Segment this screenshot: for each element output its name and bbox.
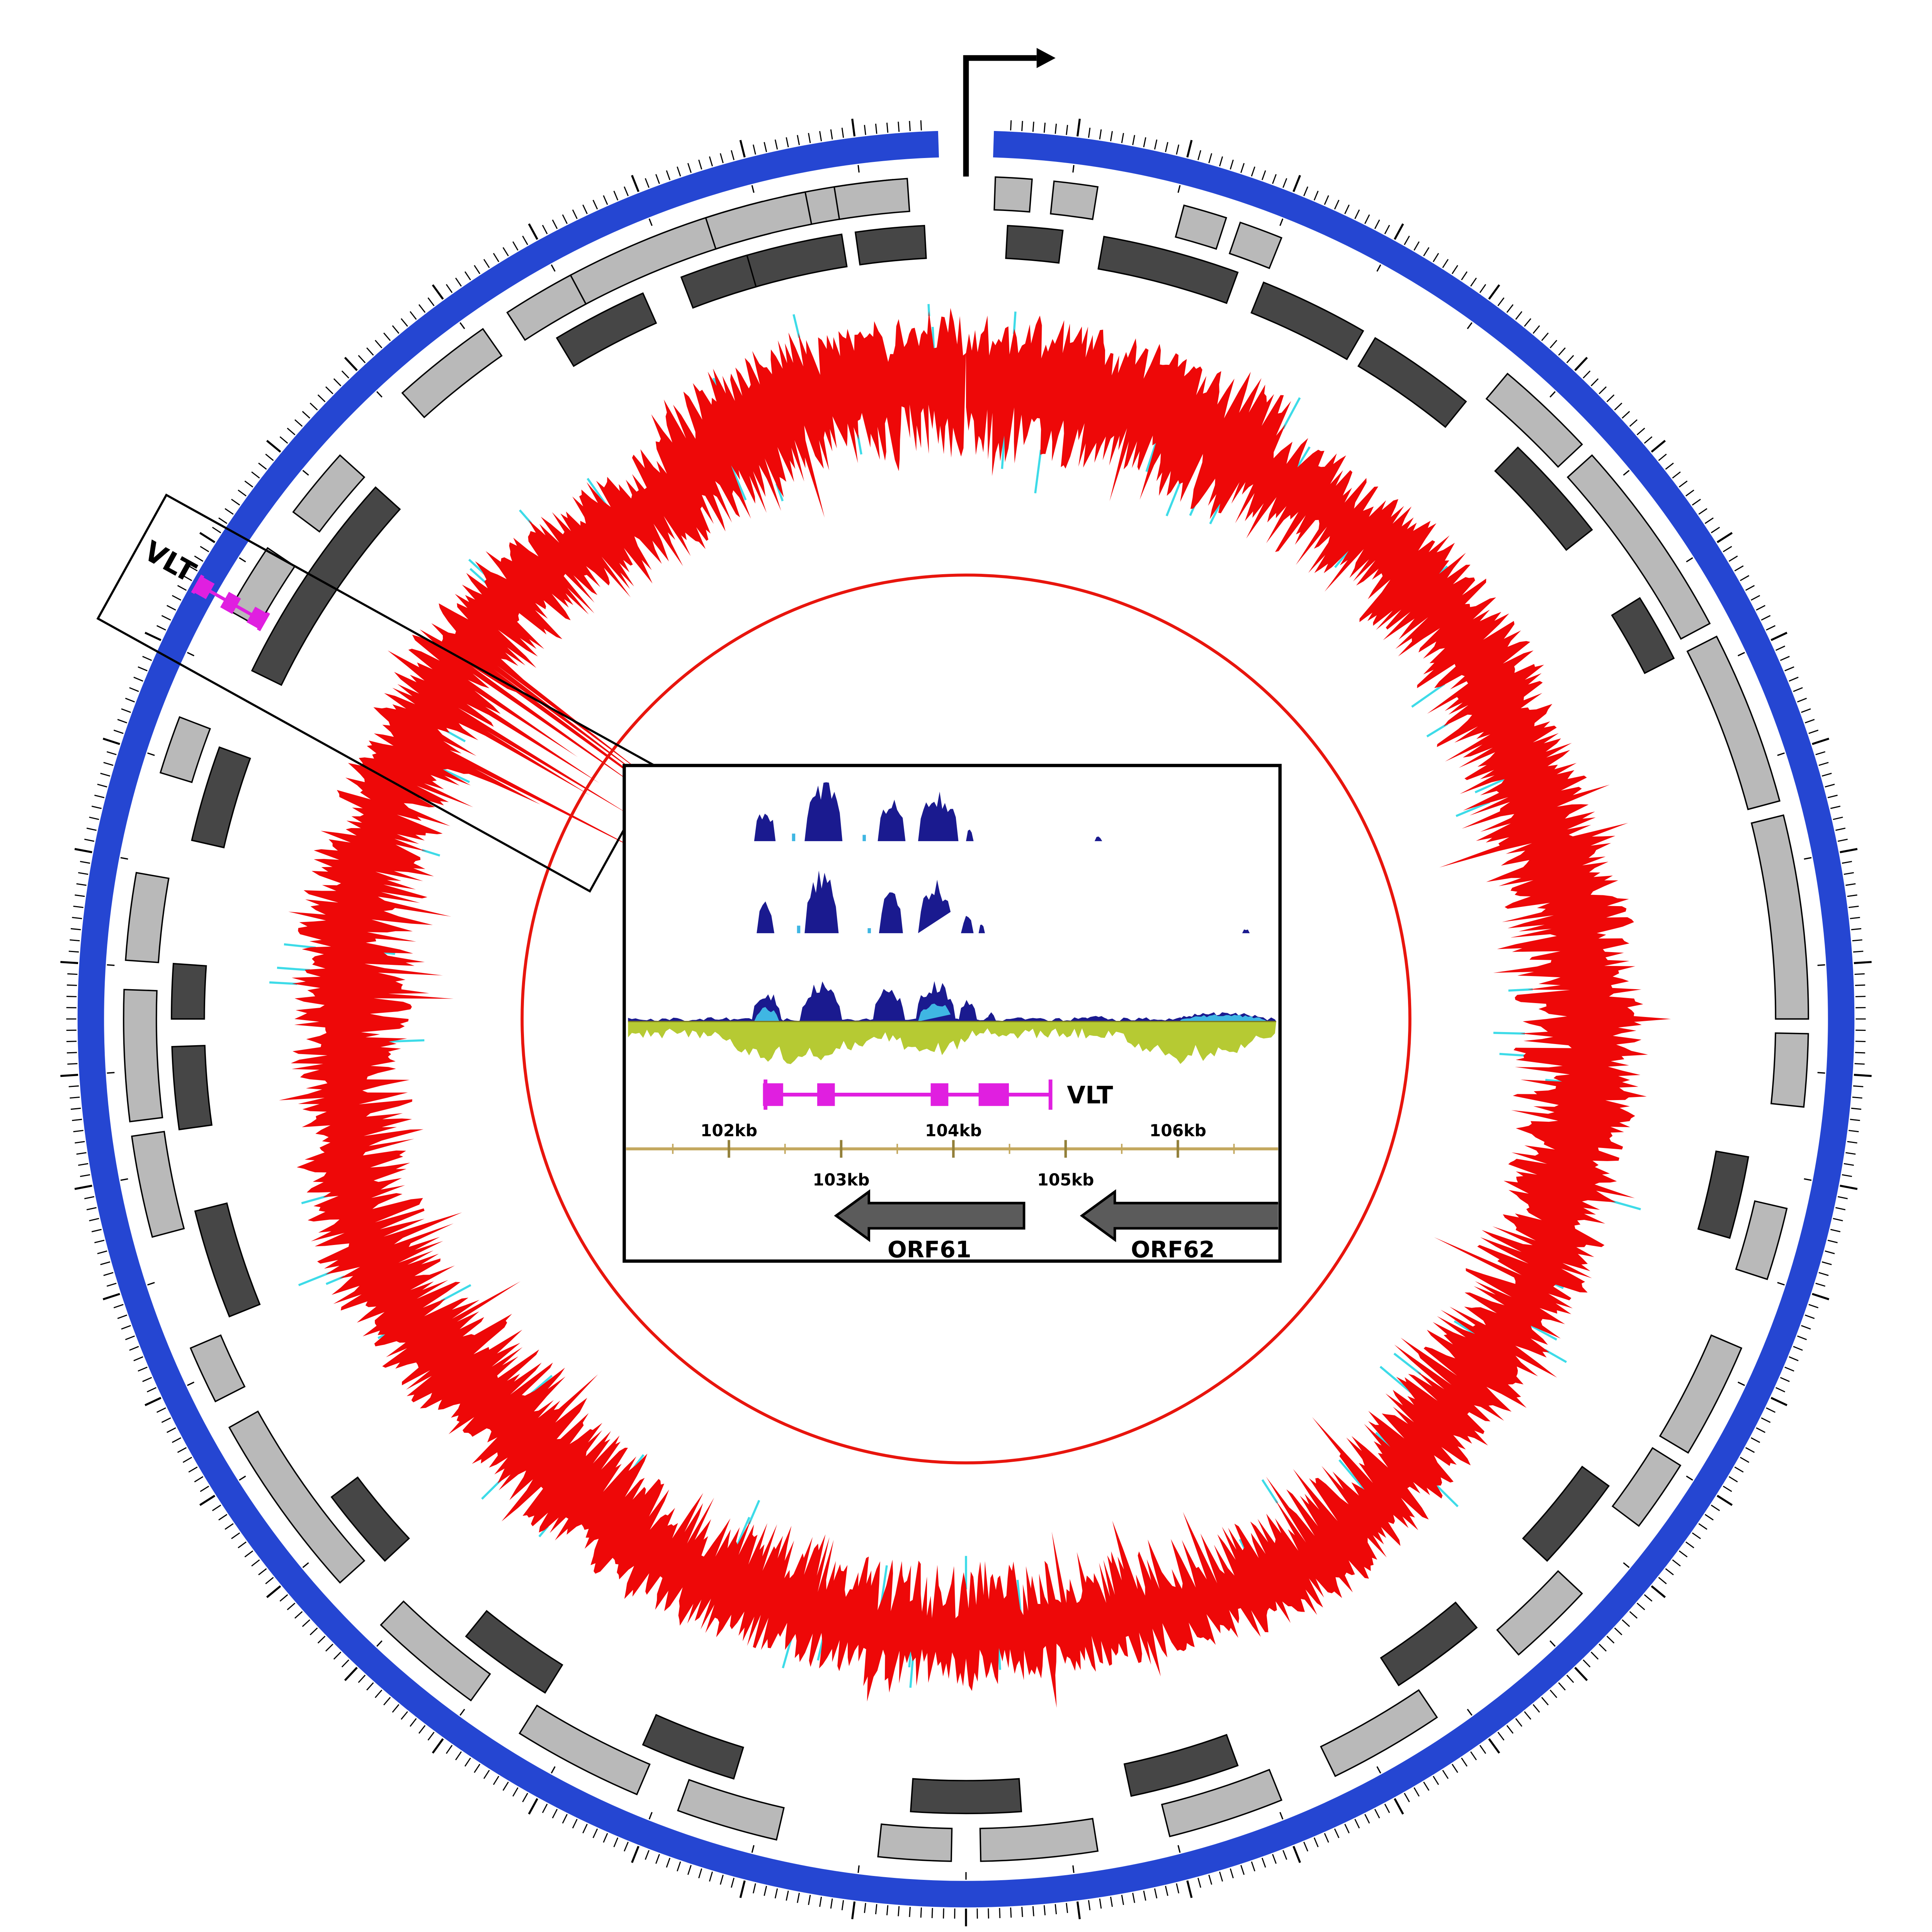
inset-coverage-track [757, 870, 1250, 934]
ruler-label-102kb: 102kb [701, 1122, 757, 1141]
gene-box-dark [1123, 1734, 1239, 1797]
gene-box-dark [1005, 224, 1064, 264]
gene-box-light [1050, 180, 1099, 220]
gene-box-dark [191, 746, 251, 849]
gene-box-light [1320, 1689, 1438, 1777]
gene-box-light [380, 1600, 491, 1702]
gene-box-dark [251, 486, 401, 686]
inset-content [626, 782, 1278, 1242]
gene-box-light [228, 1410, 366, 1584]
gene-box-light [1485, 372, 1583, 468]
vlt-ring-transcript [191, 574, 270, 631]
gene-box-light [519, 1704, 651, 1796]
gene-box-light [1496, 1570, 1583, 1656]
gene-box-dark [171, 963, 207, 1020]
gene-box-dark [1494, 446, 1593, 551]
ruler-label-106kb: 106kb [1150, 1122, 1206, 1141]
gene-box-light [979, 1818, 1099, 1862]
gene-box-light [125, 872, 170, 963]
ruler-label-104kb: 104kb [925, 1122, 982, 1141]
orf-arrow [1080, 1189, 1278, 1242]
gene-box-light [1770, 1032, 1809, 1108]
gene-box-light [1659, 1334, 1743, 1454]
vlt-exon [763, 1083, 783, 1106]
gene-box-dark [330, 1476, 410, 1562]
gene-box-light [401, 328, 503, 418]
gene-box-light [1228, 221, 1282, 269]
gene-box-dark [1357, 337, 1467, 428]
gene-box-light [189, 1334, 246, 1403]
orf61-label: ORF61 [888, 1236, 971, 1263]
gene-box-dark [465, 1610, 563, 1694]
ruler-ticks [60, 119, 1872, 1927]
gene-box-dark [1097, 236, 1239, 304]
vlt-callout-box [96, 493, 660, 893]
inset-track3-antisense [628, 1021, 1276, 1064]
gene-box-dark [910, 1778, 1022, 1815]
gene-box-light [1175, 204, 1227, 250]
gene-box-light [131, 1131, 185, 1238]
vlt-exon [817, 1083, 835, 1106]
gene-tracks [123, 176, 1809, 1862]
inset-panel-border [622, 764, 1282, 1263]
gene-box-light [292, 454, 366, 533]
gene-box-dark [171, 1045, 213, 1131]
gene-box-light [1566, 454, 1711, 640]
gene-box-dark [1697, 1150, 1749, 1239]
gene-box-light [123, 989, 163, 1122]
inner-reference-circle [520, 573, 1412, 1464]
gene-box-light [1750, 814, 1809, 1020]
gene-box-light [1161, 1769, 1282, 1837]
orf62-label: ORF62 [1131, 1236, 1215, 1263]
gene-box-dark [1522, 1466, 1610, 1562]
gene-box-dark [642, 1714, 744, 1780]
gene-box-light [705, 191, 813, 250]
gene-box-dark [1611, 597, 1675, 674]
gene-box-light [993, 176, 1033, 213]
gene-box-light [833, 178, 910, 220]
inset-coverage-track [754, 782, 1102, 841]
coverage-cyan-ticks [269, 304, 1641, 1688]
inset-vlt-label: VLT [1067, 1081, 1113, 1109]
gene-box-dark [556, 292, 657, 367]
vlt-exon [978, 1083, 1009, 1106]
gene-box-dark [1380, 1601, 1478, 1687]
orf-arrow [834, 1189, 1026, 1242]
origin-arrow [963, 55, 1037, 177]
gene-box-light [159, 716, 211, 783]
gene-box-light [877, 1823, 953, 1862]
vlt-exon [930, 1083, 949, 1106]
gene-box-light [1611, 1447, 1682, 1527]
gene-box-light [677, 1779, 785, 1841]
gene-box-dark [194, 1202, 261, 1318]
plot-canvas [60, 48, 1872, 1927]
gene-box-dark [1250, 281, 1364, 361]
gene-box-light [506, 274, 587, 341]
gene-box-dark [854, 224, 927, 266]
origin-arrowhead [1036, 48, 1056, 68]
gene-box-light [1735, 1200, 1788, 1280]
gene-box-light [1686, 635, 1781, 810]
inset-vlt-transcript [763, 1079, 1053, 1110]
ruler-label-103kb: 103kb [813, 1171, 869, 1190]
gene-box-dark [680, 254, 757, 309]
ruler-label-105kb: 105kb [1037, 1171, 1094, 1190]
